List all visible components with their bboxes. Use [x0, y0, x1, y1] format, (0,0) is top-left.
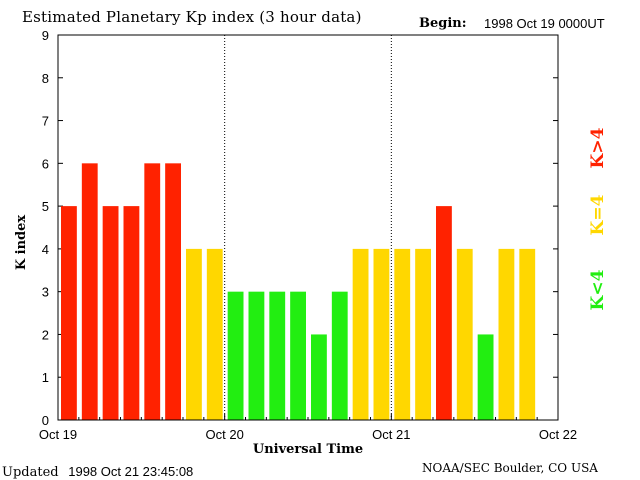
kp-bar	[373, 248, 390, 420]
updated-value: 1998 Oct 21 23:45:08	[68, 464, 194, 479]
y-tick-label: 7	[42, 114, 49, 129]
y-axis: 0 1 2 3 4 5 6 7 8 9	[42, 28, 558, 428]
kp-bar	[123, 206, 140, 420]
y-tick-label: 2	[42, 327, 49, 342]
x-tick-label: Oct 21	[372, 427, 410, 442]
y-tick-label: 8	[42, 71, 49, 86]
kp-bar	[227, 291, 244, 420]
y-tick-label: 4	[42, 242, 49, 257]
kp-bar	[290, 291, 306, 420]
y-tick-label: 3	[42, 285, 49, 300]
updated-label: Updated	[2, 465, 59, 480]
x-tick-label: Oct 20	[206, 427, 244, 442]
x-tick-label: Oct 19	[39, 427, 77, 442]
kp-bar	[519, 248, 536, 420]
day-separators	[224, 35, 392, 420]
kp-bar	[456, 248, 473, 420]
updated-stamp: Updated 1998 Oct 21 23:45:08	[2, 461, 193, 480]
kp-bar	[269, 291, 286, 420]
kp-bar	[81, 163, 98, 421]
x-axis-title: Universal Time	[253, 442, 363, 457]
chart-title: Estimated Planetary Kp index (3 hour dat…	[22, 8, 362, 26]
y-tick-label: 0	[42, 413, 49, 428]
kp-bar	[352, 248, 369, 420]
kp-bar	[331, 291, 348, 420]
begin-value: 1998 Oct 19 0000UT	[484, 16, 605, 31]
legend-item: K<4	[588, 269, 608, 310]
kp-bar	[415, 248, 431, 420]
y-tick-label: 5	[42, 199, 49, 214]
kp-bar	[206, 248, 223, 420]
kp-bar	[61, 206, 77, 420]
kp-bar	[248, 291, 265, 420]
kp-bar	[144, 163, 161, 421]
y-tick-label: 9	[42, 28, 49, 43]
kp-bar	[498, 248, 515, 420]
source-credit: NOAA/SEC Boulder, CO USA	[422, 461, 598, 475]
kp-bar	[436, 206, 452, 420]
y-tick-label: 6	[42, 156, 49, 171]
legend-item: K=4	[588, 194, 608, 235]
x-axis: Oct 19 Oct 20 Oct 21 Oct 22	[39, 414, 577, 442]
legend: K<4 K=4 K>4	[588, 127, 608, 310]
begin-label: Begin:	[419, 16, 467, 31]
x-tick-label: Oct 22	[539, 427, 577, 442]
kp-bar	[311, 334, 327, 420]
kp-bar	[394, 248, 411, 420]
kp-bar	[186, 248, 202, 420]
kp-bar	[102, 206, 119, 420]
y-axis-title: K index	[14, 215, 29, 271]
y-tick-label: 1	[42, 370, 49, 385]
kp-bar	[165, 163, 181, 421]
bars-group	[61, 163, 536, 421]
legend-item: K>4	[588, 127, 608, 168]
kp-bar	[477, 334, 494, 420]
